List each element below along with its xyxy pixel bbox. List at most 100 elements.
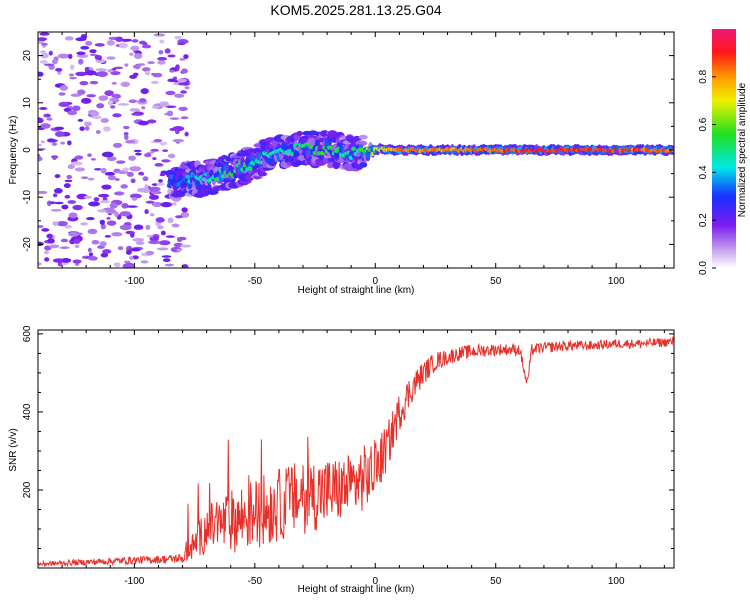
spectrogram-noise-cell [77, 118, 84, 122]
spectrogram-x-axis: -100 -50 0 50 100 [61, 32, 665, 287]
spectrogram-noise-cell [111, 68, 117, 71]
x-tick-label: 100 [608, 276, 625, 287]
spectrogram-noise-cell [130, 45, 140, 51]
colorbar: 0.0 0.2 0.4 0.6 0.8 Normalized spectral ampl… [698, 29, 748, 275]
spectrogram-noise-cell [52, 258, 65, 263]
spectrogram-noise-cell [146, 119, 157, 124]
snr-y-label: SNR (v/v) [8, 428, 19, 471]
spectrogram-noise-cell [140, 260, 149, 264]
spectrogram-noise-cell [63, 183, 71, 189]
spectrogram-noise-cell [43, 63, 55, 66]
spectrogram-noise-cell [38, 71, 44, 77]
spectrogram-noise-cell [99, 200, 110, 204]
x-tick-label: 100 [608, 576, 625, 587]
spectrogram-noise-cell [106, 220, 117, 226]
spectrogram-noise-cell [118, 42, 128, 49]
spectrogram-noise-cell [87, 228, 98, 235]
spectrogram-noise-cell [126, 171, 134, 177]
spectrogram-noise-cell [153, 33, 166, 37]
spectrogram-noise-cell [150, 148, 159, 152]
spectrogram-noise-cell [124, 260, 131, 264]
x-tick-label: 0 [372, 276, 378, 287]
spectrogram-noise-cell [164, 48, 171, 54]
spectrogram-noise-cell [114, 178, 120, 181]
spectrogram-noise-cell [123, 125, 130, 130]
spectrogram-noise-cell [76, 54, 89, 58]
spectrogram-noise-cell [54, 174, 61, 179]
x-tick-label: 50 [490, 276, 502, 287]
spectrogram-noise-cell [144, 209, 149, 215]
spectrogram-noise-cell [157, 60, 166, 65]
spectrogram-noise-cell [94, 43, 105, 47]
spectrogram-noise-cell [38, 262, 42, 266]
spectrogram-noise-cell [99, 219, 106, 225]
spectrogram-noise-cell [101, 184, 112, 190]
spectrogram-noise-cell [161, 255, 172, 258]
spectrogram-noise-cell [95, 68, 107, 72]
spectrogram-noise-cell [100, 118, 109, 123]
spectrogram-noise-cell [64, 179, 73, 183]
spectrogram-noise-cell [124, 38, 132, 42]
spectrogram-noise-cell [130, 247, 141, 252]
spectrogram-noise-cell [133, 149, 142, 153]
spectrogram-noise-cell [175, 64, 180, 71]
spectrogram-noise-cell [107, 175, 116, 181]
spectrogram-noise-cell [107, 100, 113, 106]
spectrogram-noise-cell [157, 225, 164, 230]
spectrogram-noise-cell [138, 171, 145, 176]
spectrogram-noise-cell [59, 246, 70, 250]
spectrogram-noise-cell [142, 176, 149, 182]
spectrogram-noise-cell [78, 58, 84, 65]
spectrogram-noise-cell [176, 248, 182, 252]
spectrogram-noise-cell [116, 160, 126, 164]
spectrogram-noise-cell [128, 155, 136, 161]
spectrogram-noise-cell [132, 64, 141, 69]
spectrogram-noise-cell [44, 257, 50, 262]
spectrogram-noise-cell [83, 195, 92, 199]
spectrogram-noise-cell [58, 92, 66, 96]
spectrogram-noise-cell [113, 66, 124, 70]
spectrogram-noise-cell [122, 167, 129, 172]
spectrogram-noise-cell [96, 71, 108, 77]
spectrogram-noise-cell [47, 238, 55, 244]
spectrogram-noise-cell [175, 215, 183, 219]
x-tick-label: -50 [248, 576, 263, 587]
spectrogram-noise-cell [160, 230, 166, 236]
spectrogram-noise-cell [112, 113, 122, 118]
spectrogram-noise-cell [115, 36, 124, 42]
y-tick-label: 200 [22, 481, 33, 498]
spectrogram-band-cell [358, 134, 368, 140]
spectrogram-noise-cell [145, 200, 155, 204]
y-tick-label: 0 [22, 147, 33, 153]
spectrogram-noise-cell [46, 233, 53, 239]
colorbar-tick-label: 0.2 [698, 213, 709, 227]
spectrogram-noise-cell [84, 66, 90, 72]
spectrogram-noise-cell [100, 167, 107, 174]
spectrogram-noise-cell [100, 223, 106, 230]
spectrogram-noise-cell [152, 157, 157, 161]
y-tick-label: -20 [22, 237, 33, 252]
spectrogram-noise-cell [38, 225, 44, 228]
spectrogram-noise-cell [177, 237, 183, 242]
spectrogram-noise-cell [126, 205, 138, 208]
spectrogram-noise-cell [156, 182, 165, 186]
spectrogram-noise-cell [167, 78, 178, 83]
spectrogram-noise-cell [40, 140, 45, 144]
spectrogram-noise-cell [94, 168, 102, 171]
spectrogram-noise-cell [75, 71, 87, 77]
colorbar-tick-label: 0.6 [698, 117, 709, 131]
spectrogram-noise-cell [79, 80, 89, 86]
spectrogram-noise-cell [48, 244, 60, 249]
spectrogram-noise-cell [129, 108, 140, 112]
spectrogram-noise-cell [96, 103, 105, 109]
spectrogram-noise-cell [129, 74, 137, 79]
spectrogram-noise-cell [106, 56, 116, 60]
spectrogram-noise-cell [79, 126, 85, 131]
spectrogram-noise-cell [174, 93, 185, 98]
spectrogram-noise-cell [40, 123, 51, 129]
y-tick-label: 10 [22, 97, 33, 109]
spectrogram-band-cell [297, 154, 306, 161]
spectrogram-noise-cell [141, 44, 152, 49]
spectrogram-noise-cell [80, 222, 89, 226]
